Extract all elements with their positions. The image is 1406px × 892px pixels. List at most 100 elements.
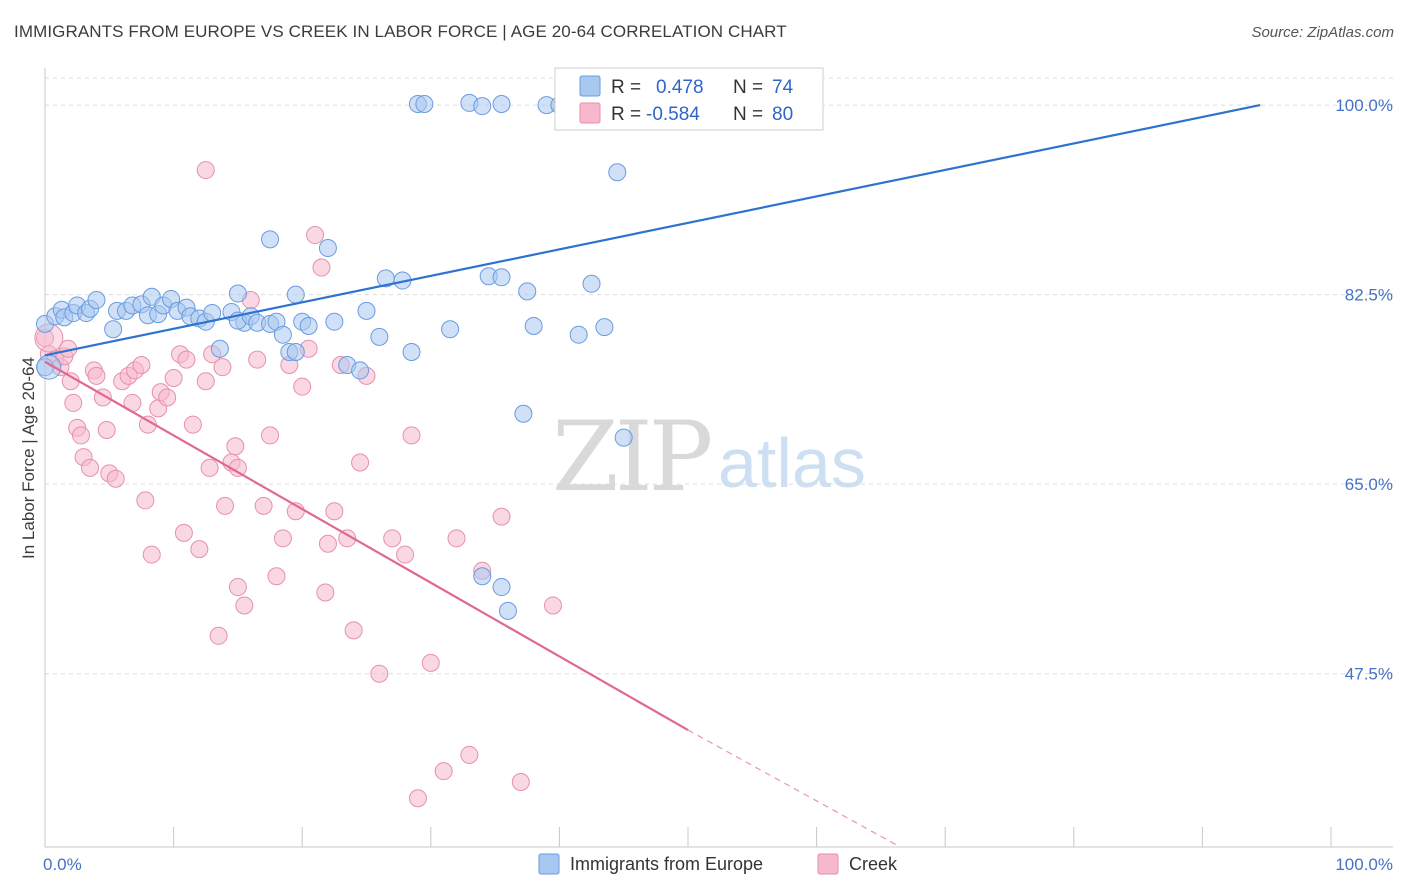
europe-point xyxy=(318,239,337,258)
legend-n-label-creek: N = xyxy=(733,104,763,125)
x-tick-label-max: 100.0% xyxy=(1335,855,1393,874)
creek-point xyxy=(142,545,161,564)
creek-point xyxy=(396,545,415,564)
creek-point xyxy=(492,507,511,526)
creek-point xyxy=(209,626,228,645)
europe-point xyxy=(441,320,460,339)
europe-point xyxy=(104,320,123,339)
creek-points xyxy=(34,161,562,808)
europe-point xyxy=(415,94,434,113)
creek-point xyxy=(344,621,363,640)
legend-r-value-creek: -0.584 xyxy=(646,104,700,125)
legend-swatch-europe xyxy=(579,75,601,97)
trend-lines xyxy=(44,104,1261,848)
y-tick-label: 100.0% xyxy=(1335,96,1393,115)
gridlines xyxy=(45,77,1393,675)
creek-point xyxy=(511,773,530,792)
creek-point xyxy=(447,529,466,548)
creek-point xyxy=(383,529,402,548)
europe-point xyxy=(402,343,421,362)
y-tick-label: 65.0% xyxy=(1345,475,1393,494)
creek-point xyxy=(267,567,286,586)
creek-point xyxy=(248,350,267,369)
creek-point xyxy=(177,350,196,369)
bottom-legend-swatch-creek xyxy=(817,853,839,875)
europe-point xyxy=(614,428,633,447)
creek-point xyxy=(402,426,421,445)
europe-point xyxy=(569,325,588,344)
europe-points xyxy=(36,93,633,620)
creek-point xyxy=(183,415,202,434)
europe-point xyxy=(492,268,511,287)
watermark-zip: ZIP xyxy=(552,401,711,513)
bottom-legend-label-europe: Immigrants from Europe xyxy=(570,854,763,874)
europe-point xyxy=(273,325,292,344)
creek-point xyxy=(87,366,106,385)
axes xyxy=(44,68,1393,848)
europe-point xyxy=(325,312,344,331)
europe-point xyxy=(286,285,305,304)
creek-point xyxy=(226,437,245,456)
europe-point xyxy=(608,163,627,182)
creek-point xyxy=(351,453,370,472)
europe-point xyxy=(87,291,106,310)
europe-point-large xyxy=(36,354,62,380)
legend-r-value-europe: 0.478 xyxy=(656,77,704,98)
creek-point xyxy=(190,540,209,559)
legend-swatch-creek xyxy=(579,102,601,124)
legend-n-label-europe: N = xyxy=(733,77,763,98)
creek-point xyxy=(273,529,292,548)
bottom-legend-label-creek: Creek xyxy=(849,854,898,874)
creek-point xyxy=(421,653,440,672)
creek-point xyxy=(106,469,125,488)
creek-point xyxy=(543,596,562,615)
europe-point xyxy=(228,284,247,303)
series-legend: Immigrants from Europe Creek xyxy=(538,853,898,875)
creek-point xyxy=(434,762,453,781)
creek-point xyxy=(97,421,116,440)
creek-point xyxy=(213,358,232,377)
creek-trend-line xyxy=(44,360,689,731)
creek-point xyxy=(132,356,151,375)
creek-point xyxy=(306,226,325,245)
creek-point xyxy=(312,258,331,277)
europe-point xyxy=(524,317,543,336)
source-label: Source: ZipAtlas.com xyxy=(1251,24,1394,41)
europe-point xyxy=(498,601,517,620)
creek-point xyxy=(318,534,337,553)
y-axis-label: In Labor Force | Age 20-64 xyxy=(19,357,38,559)
creek-point xyxy=(81,458,100,477)
creek-point xyxy=(158,388,177,407)
tick-labels: 100.0% 82.5% 65.0% 47.5% 0.0% 100.0% xyxy=(43,96,1393,874)
legend-r-label-creek: R = xyxy=(611,104,641,125)
europe-point xyxy=(370,327,389,346)
europe-point xyxy=(299,317,318,336)
legend-r-label-europe: R = xyxy=(611,77,641,98)
creek-point xyxy=(293,377,312,396)
creek-point xyxy=(136,491,155,510)
europe-point xyxy=(473,567,492,586)
europe-point xyxy=(286,343,305,362)
creek-point xyxy=(216,496,235,515)
legend-n-value-creek: 80 xyxy=(772,104,793,125)
watermark-atlas: atlas xyxy=(718,424,866,502)
creek-point xyxy=(174,523,193,542)
y-tick-label: 82.5% xyxy=(1345,286,1393,305)
europe-point xyxy=(210,339,229,358)
creek-point xyxy=(200,458,219,477)
correlation-legend: R = 0.478 N = 74 R = -0.584 N = 80 xyxy=(554,67,824,131)
creek-point xyxy=(228,578,247,597)
europe-point xyxy=(582,274,601,293)
legend-n-value-europe: 74 xyxy=(772,77,794,98)
creek-point xyxy=(196,372,215,391)
creek-point xyxy=(196,161,215,180)
europe-point xyxy=(357,301,376,320)
creek-point xyxy=(316,583,335,602)
europe-trend-line xyxy=(44,104,1261,357)
creek-point xyxy=(460,745,479,764)
europe-point xyxy=(492,578,511,597)
creek-point xyxy=(72,426,91,445)
creek-trend-extension xyxy=(687,729,901,848)
creek-point xyxy=(235,596,254,615)
